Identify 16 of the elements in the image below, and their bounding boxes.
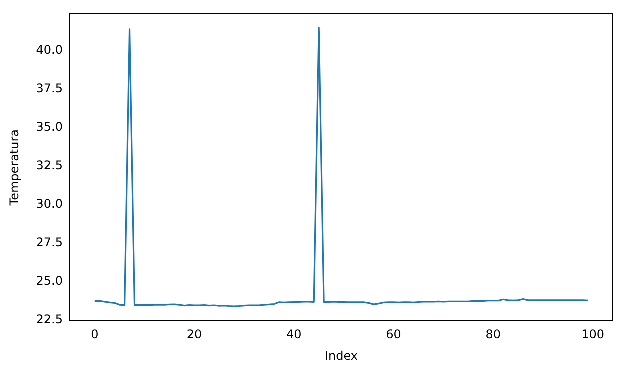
x-axis-title: Index <box>324 348 358 363</box>
x-tick-label: 0 <box>91 328 99 342</box>
y-tick-label: 40.0 <box>36 43 63 58</box>
y-tick-label: 32.5 <box>36 158 63 173</box>
x-tick-label: 20 <box>186 328 202 342</box>
y-tick-label: 25.0 <box>36 274 63 288</box>
y-tick-label: 22.5 <box>36 312 63 327</box>
x-tick-label: 40 <box>286 328 302 342</box>
y-tick-label: 35.0 <box>36 120 63 134</box>
y-tick-label: 30.0 <box>36 197 63 212</box>
x-tick-label: 100 <box>582 328 605 342</box>
x-tick-label: 60 <box>386 328 402 342</box>
y-tick-label: 27.5 <box>36 236 63 250</box>
y-axis-title: Temperatura <box>7 129 22 207</box>
y-tick-label: 37.5 <box>36 82 63 96</box>
x-tick-label: 80 <box>486 328 502 342</box>
